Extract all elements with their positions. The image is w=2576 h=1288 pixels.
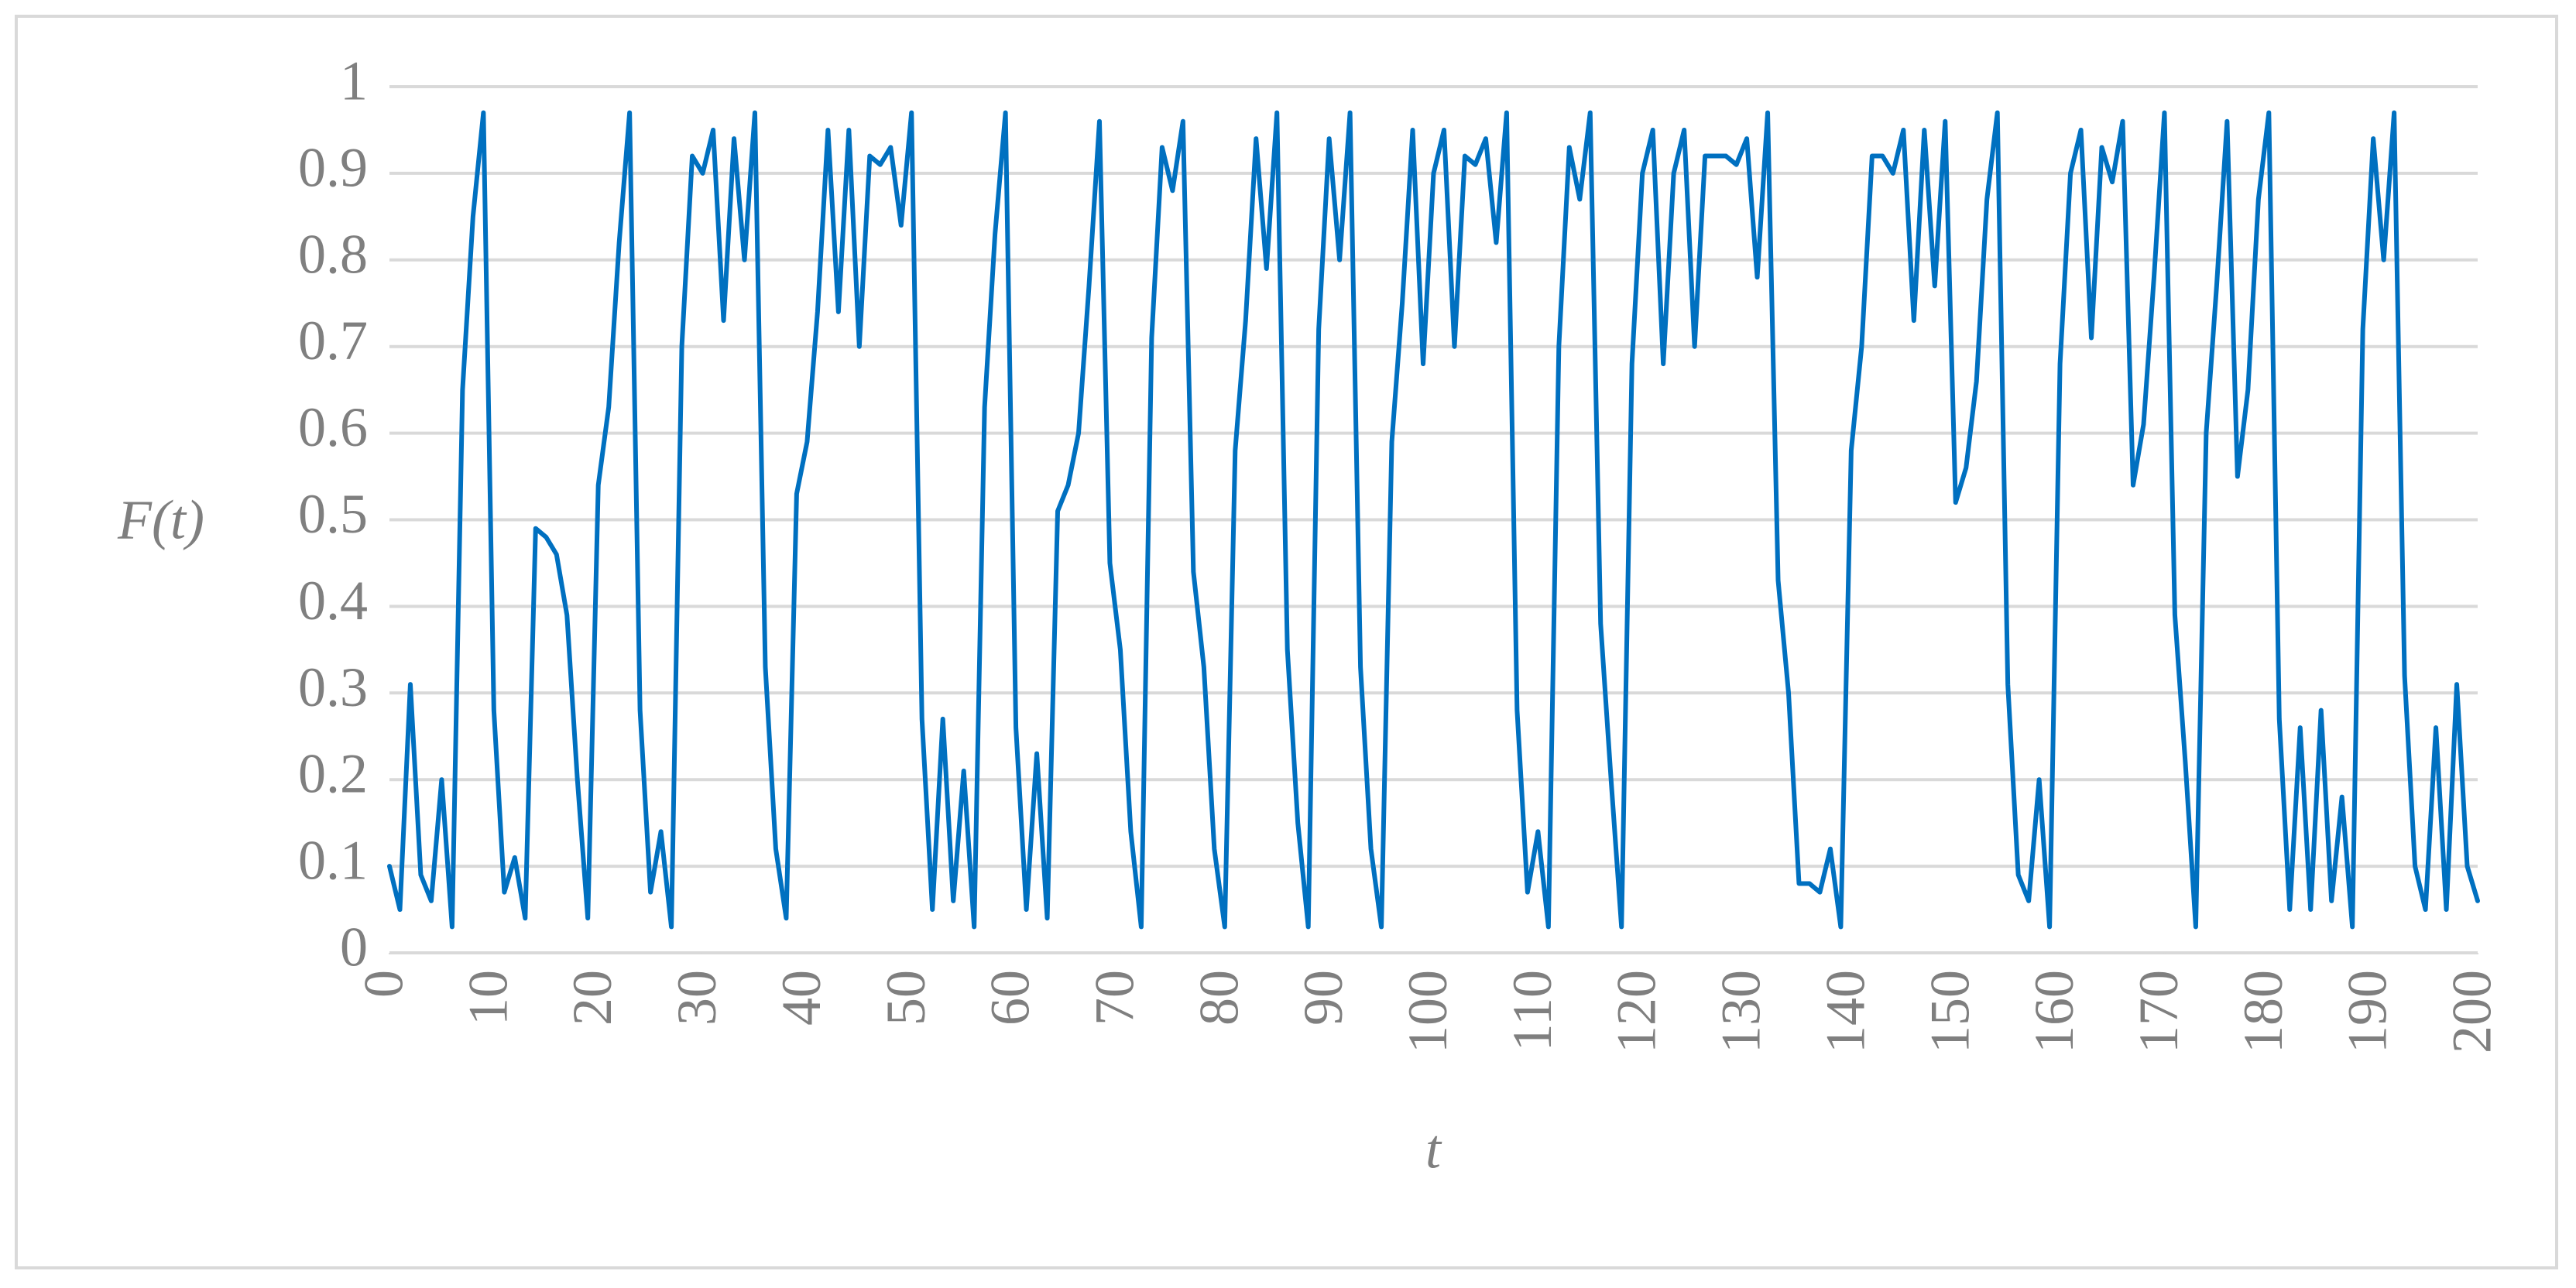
x-tick-label: 80 [1188, 970, 1250, 1026]
x-tick-label: 180 [2232, 970, 2294, 1053]
x-tick-label: 190 [2337, 970, 2399, 1053]
x-tick-label: 160 [2023, 970, 2085, 1053]
x-tick-label: 100 [1397, 970, 1459, 1053]
x-tick-label: 120 [1606, 970, 1668, 1053]
x-axis-title: t [1425, 1118, 1442, 1180]
x-tick-label: 150 [1919, 970, 1981, 1053]
y-tick-label: 0.9 [298, 136, 368, 198]
x-tick-label: 90 [1292, 970, 1354, 1026]
y-tick-label: 0.2 [298, 743, 368, 805]
y-tick-label: 0.8 [298, 223, 368, 285]
x-tick-label: 60 [979, 970, 1041, 1026]
y-tick-label: 1 [340, 50, 368, 112]
x-tick-label: 170 [2128, 970, 2190, 1053]
y-tick-label: 0.6 [298, 396, 368, 458]
data-line [387, 110, 2480, 930]
x-tick-label: 0 [353, 970, 415, 998]
y-tick-label: 0.7 [298, 310, 368, 372]
x-tick-label: 40 [770, 970, 832, 1026]
y-tick-label: 0 [340, 916, 368, 978]
x-tick-label: 70 [1083, 970, 1145, 1026]
x-tick-label: 130 [1710, 970, 1772, 1053]
x-tick-label: 50 [875, 970, 937, 1026]
y-tick-label: 0.1 [298, 830, 368, 892]
x-tick-label: 10 [457, 970, 519, 1026]
x-tick-label: 110 [1501, 970, 1563, 1051]
x-tick-label: 200 [2441, 970, 2503, 1053]
y-tick-label: 0.4 [298, 570, 368, 632]
x-tick-label: 140 [1814, 970, 1876, 1053]
x-tick-label: 20 [561, 970, 623, 1026]
y-axis-title: F(t) [117, 489, 204, 551]
x-tick-label: 30 [666, 970, 728, 1026]
y-tick-label: 0.5 [298, 483, 368, 545]
y-tick-label: 0.3 [298, 656, 368, 718]
